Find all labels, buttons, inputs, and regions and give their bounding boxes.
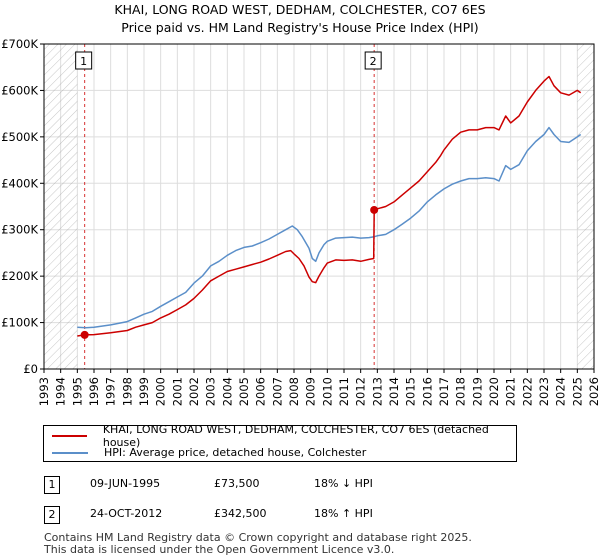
plot-frame bbox=[43, 43, 595, 370]
x-tick-label: 2025 bbox=[570, 377, 584, 406]
x-tick-label: 1996 bbox=[87, 377, 101, 406]
x-tick-label: 2002 bbox=[187, 377, 201, 406]
x-tick-label: 2007 bbox=[270, 377, 284, 406]
x-tick-label: 2011 bbox=[337, 377, 351, 406]
x-tick-label: 2004 bbox=[220, 377, 234, 406]
sale-point bbox=[370, 205, 379, 214]
y-tick-label: £600K bbox=[1, 83, 38, 97]
y-tick-label: £700K bbox=[1, 37, 38, 51]
footer-copyright: Contains HM Land Registry data © Crown c… bbox=[44, 531, 472, 544]
sale-date: 24-OCT-2012 bbox=[90, 507, 163, 520]
hatch-region-after bbox=[577, 44, 594, 369]
x-tick-label: 2018 bbox=[454, 377, 468, 406]
chart-title-line1: KHAI, LONG ROAD WEST, DEDHAM, COLCHESTER… bbox=[114, 2, 486, 17]
x-tick-label: 2000 bbox=[154, 377, 168, 406]
x-tick-label: 1999 bbox=[137, 377, 151, 406]
chart-legend: KHAI, LONG ROAD WEST, DEDHAM, COLCHESTER… bbox=[43, 423, 517, 462]
legend-item-property: KHAI, LONG ROAD WEST, DEDHAM, COLCHESTER… bbox=[52, 423, 516, 449]
x-tick-label: 1993 bbox=[37, 377, 51, 406]
x-tick-label: 2014 bbox=[387, 377, 401, 406]
price-chart: £0 £100K £200K £300K £400K £500K £600K £700K 19… bbox=[1, 37, 600, 406]
sale-date: 09-JUN-1995 bbox=[90, 477, 161, 490]
sale-hpi-comparison: 18% ↓ HPI bbox=[314, 477, 373, 490]
x-tick-label: 2026 bbox=[587, 377, 600, 406]
x-tick-label: 1998 bbox=[120, 377, 134, 406]
x-tick-label: 2019 bbox=[470, 377, 484, 406]
y-tick-label: £0 bbox=[23, 362, 38, 376]
x-tick-label: 2020 bbox=[487, 377, 501, 406]
chart-title-line2: Price paid vs. HM Land Registry's House … bbox=[121, 20, 479, 35]
x-tick-label: 2009 bbox=[304, 377, 318, 406]
sale-hpi-comparison: 18% ↑ HPI bbox=[314, 507, 373, 520]
y-tick-label: £300K bbox=[1, 223, 38, 237]
y-tick-label: £200K bbox=[1, 269, 38, 283]
legend-item-hpi: HPI: Average price, detached house, Colc… bbox=[52, 445, 366, 460]
x-tick-label: 2013 bbox=[370, 377, 384, 406]
sale-point bbox=[80, 330, 89, 339]
x-tick-label: 2016 bbox=[420, 377, 434, 406]
sale-price: £342,500 bbox=[214, 507, 267, 520]
y-tick-label: £400K bbox=[1, 176, 38, 190]
x-tick-label: 2010 bbox=[320, 377, 334, 406]
sale-marker-box bbox=[364, 51, 382, 70]
x-tick-label: 2015 bbox=[404, 377, 418, 406]
y-tick-label: £100K bbox=[1, 316, 38, 330]
legend-label-hpi: HPI: Average price, detached house, Colc… bbox=[104, 446, 367, 459]
footer-licence: This data is licensed under the Open Gov… bbox=[44, 543, 395, 556]
x-tick-label: 2012 bbox=[354, 377, 368, 406]
x-tick-label: 1997 bbox=[104, 377, 118, 406]
legend-swatch-property bbox=[52, 434, 87, 437]
series-line-property bbox=[77, 75, 582, 337]
hatch-region-before bbox=[44, 44, 78, 369]
sale-marker-box bbox=[75, 51, 93, 70]
x-tick-label: 2008 bbox=[287, 377, 301, 406]
x-tick-label: 2003 bbox=[204, 377, 218, 406]
sale-marker-label: 1 bbox=[80, 55, 87, 68]
x-tick-label: 2023 bbox=[537, 377, 551, 406]
y-tick-label: £500K bbox=[1, 130, 38, 144]
x-tick-label: 2022 bbox=[520, 377, 534, 406]
x-tick-label: 2001 bbox=[170, 377, 184, 406]
x-tick-label: 1995 bbox=[70, 377, 84, 406]
series-line-hpi bbox=[77, 126, 582, 329]
x-tick-label: 2006 bbox=[254, 377, 268, 406]
x-tick-label: 2017 bbox=[437, 377, 451, 406]
sale-number-badge: 2 bbox=[44, 506, 60, 524]
x-tick-label: 2005 bbox=[237, 377, 251, 406]
sale-marker-label: 2 bbox=[370, 55, 377, 68]
legend-swatch-hpi bbox=[52, 451, 88, 454]
x-tick-label: 1994 bbox=[54, 377, 68, 406]
sale-number-badge: 1 bbox=[44, 476, 60, 494]
x-tick-label: 2024 bbox=[554, 377, 568, 406]
x-tick-label: 2021 bbox=[504, 377, 518, 406]
sale-price: £73,500 bbox=[214, 477, 260, 490]
legend-label-property: KHAI, LONG ROAD WEST, DEDHAM, COLCHESTER… bbox=[102, 422, 489, 449]
